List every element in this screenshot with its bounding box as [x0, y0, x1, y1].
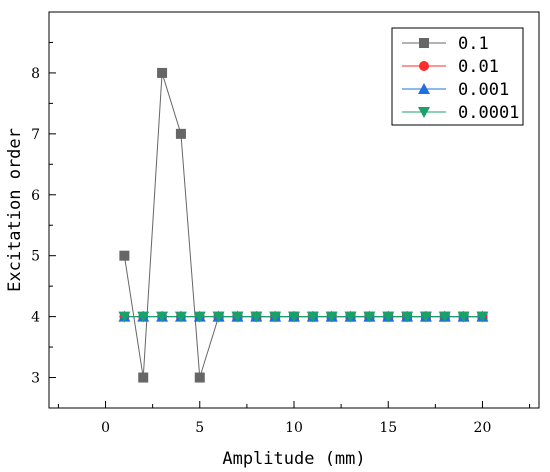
- x-axis: 0 5 10 15 20: [57, 401, 531, 436]
- x-axis-title: Amplitude (mm): [222, 449, 365, 469]
- legend-marker: [418, 107, 430, 118]
- data-point: [231, 311, 244, 323]
- x-tick-label: 10: [285, 420, 303, 436]
- data-point: [194, 372, 205, 383]
- data-point: [457, 311, 470, 323]
- data-point: [174, 311, 187, 323]
- data-point: [476, 311, 489, 323]
- y-tick-label: 4: [31, 310, 40, 326]
- x-tick-label: 20: [474, 420, 492, 436]
- data-point: [212, 311, 225, 323]
- series-3: [118, 311, 489, 323]
- legend-marker: [419, 38, 429, 48]
- data-point: [269, 311, 282, 323]
- data-point: [382, 311, 395, 323]
- legend-marker: [419, 61, 429, 71]
- data-point: [401, 311, 414, 323]
- series-layer: [118, 67, 489, 383]
- x-tick-label: 15: [379, 420, 397, 436]
- legend-item: 0.001: [402, 80, 509, 100]
- data-point: [156, 311, 169, 323]
- data-point: [344, 311, 357, 323]
- data-point: [419, 311, 432, 323]
- data-point: [157, 67, 168, 78]
- legend-label: 0.1: [458, 34, 489, 54]
- legend-item: 0.1: [402, 34, 489, 54]
- legend: 0.1 0.01 0.001 0.0001: [391, 27, 524, 126]
- data-point: [325, 311, 338, 323]
- y-tick-label: 8: [31, 66, 40, 82]
- legend-marker: [418, 83, 430, 94]
- data-point: [363, 311, 376, 323]
- data-point: [306, 311, 319, 323]
- data-point: [137, 311, 150, 323]
- x-tick-label: 0: [101, 420, 110, 436]
- legend-label: 0.01: [458, 57, 499, 77]
- data-point: [250, 311, 263, 323]
- y-tick-label: 5: [31, 249, 40, 265]
- legend-label: 0.001: [458, 80, 509, 100]
- legend-frame: [391, 27, 524, 126]
- data-point: [288, 311, 300, 323]
- data-point: [119, 250, 130, 261]
- data-point: [438, 311, 451, 323]
- y-tick-label: 7: [31, 127, 40, 143]
- legend-item: 0.01: [402, 57, 499, 77]
- data-point: [118, 311, 131, 323]
- legend-label: 0.0001: [458, 103, 519, 123]
- y-axis-title: Excitation order: [5, 128, 25, 292]
- y-tick-label: 6: [31, 188, 40, 204]
- legend-item: 0.0001: [402, 103, 519, 123]
- data-point: [175, 128, 186, 139]
- y-axis: 3 4 5 6 7 8: [31, 41, 56, 409]
- data-point: [193, 311, 206, 323]
- data-point: [138, 372, 149, 383]
- x-tick-label: 5: [195, 420, 204, 436]
- y-tick-label: 3: [31, 371, 40, 387]
